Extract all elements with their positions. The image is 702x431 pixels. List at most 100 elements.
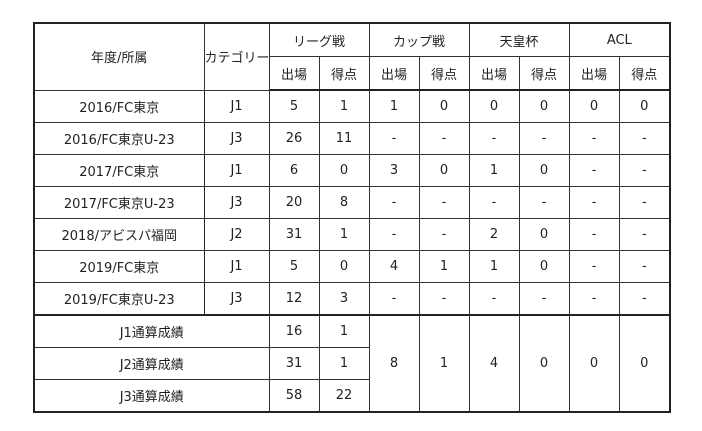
stat-cell: -	[518, 122, 570, 155]
stat-cell: -	[368, 122, 420, 155]
year-club-cell: 2017/FC東京U-23	[33, 186, 205, 219]
subheader-row: 出場 得点 出場 得点 出場 得点 出場 得点	[34, 56, 671, 91]
stat-cell: -	[518, 186, 570, 219]
stat-cell: 0	[518, 89, 570, 123]
stat-cell: -	[618, 218, 671, 251]
category-cell: J1	[203, 89, 270, 123]
subheader-apps: 出場	[468, 56, 520, 91]
stat-cell: 6	[268, 154, 320, 187]
year-club-cell: 2017/FC東京	[33, 154, 205, 187]
category-cell: J3	[203, 186, 270, 219]
stat-cell: 2	[468, 218, 520, 251]
stat-cell: -	[618, 250, 671, 283]
category-cell: J2	[203, 218, 270, 251]
stat-cell: 1	[468, 250, 520, 283]
stat-cell: -	[418, 122, 470, 155]
stat-cell: -	[368, 282, 420, 316]
table-row: 2016/FC東京U-23 J3 26 11- - - - - -	[33, 122, 671, 155]
stat-cell: -	[618, 154, 671, 187]
stat-cell: -	[568, 186, 620, 219]
stat-cell: -	[418, 218, 470, 251]
stat-cell: 3	[318, 282, 370, 316]
stat-cell: -	[568, 282, 620, 316]
total-league-goals: 1	[318, 347, 370, 380]
header-category: カテゴリー	[203, 22, 270, 91]
stat-cell: 5	[268, 89, 320, 123]
category-cell: J1	[203, 154, 270, 187]
total-shared-cell: 1	[418, 314, 470, 413]
subheader-goals: 得点	[318, 56, 370, 91]
stat-cell: 12	[268, 282, 320, 316]
stat-cell: -	[568, 218, 620, 251]
subheader-apps: 出場	[268, 56, 320, 91]
stat-cell: -	[468, 186, 520, 219]
total-row: J3通算成績 58 22	[33, 379, 670, 413]
stat-cell: 0	[418, 154, 470, 187]
total-league-goals: 22	[318, 379, 370, 413]
stat-cell: -	[368, 218, 420, 251]
stat-cell: 1	[418, 250, 470, 283]
stat-cell: 0	[518, 154, 570, 187]
stat-cell: -	[568, 122, 620, 155]
total-league-apps: 31	[268, 347, 320, 380]
year-club-cell: 2018/アビスパ福岡	[33, 218, 205, 251]
stat-cell: 5	[268, 250, 320, 283]
table-row: 2017/FC東京U-23 J3 20 8- - - - - -	[33, 186, 671, 219]
category-cell: J3	[203, 122, 270, 155]
stat-cell: 0	[318, 154, 370, 187]
year-club-cell: 2019/FC東京U-23	[33, 282, 205, 316]
subheader-apps: 出場	[568, 56, 620, 91]
stat-cell: 1	[468, 154, 520, 187]
stat-cell: 3	[368, 154, 420, 187]
stat-cell: -	[468, 282, 520, 316]
header-acl: ACL	[568, 22, 671, 57]
subheader-goals: 得点	[618, 56, 671, 91]
header-emperors-cup: 天皇杯	[468, 22, 570, 57]
stat-cell: -	[618, 282, 671, 316]
total-league-goals: 1	[318, 314, 370, 348]
table-row: 2016/FC東京 J1 5 1 1 0 0 0 0 0	[33, 89, 671, 123]
table-row: 2018/アビスパ福岡 J2 31 1- -2 0- -	[33, 218, 671, 251]
total-shared-cell: 8	[368, 314, 420, 413]
stat-cell: -	[518, 282, 570, 316]
stat-cell: 4	[368, 250, 420, 283]
stat-cell: 0	[568, 89, 620, 123]
stat-cell: 0	[418, 89, 470, 123]
header-year-club: 年度/所属	[33, 22, 205, 91]
subheader-goals: 得点	[418, 56, 470, 91]
table-row: 2019/FC東京U-23 J3 12 3- - - - - -	[33, 282, 671, 316]
total-league-apps: 16	[268, 314, 320, 348]
stat-cell: 0	[518, 218, 570, 251]
stat-cell: 0	[518, 250, 570, 283]
total-label: J3通算成績	[33, 379, 270, 413]
category-cell: J1	[203, 250, 270, 283]
stat-cell: 1	[318, 218, 370, 251]
header-league: リーグ戦	[268, 22, 370, 57]
table-row: 2017/FC東京 J1 6 0 3 0 1 0- -	[33, 154, 671, 187]
stat-cell: 0	[618, 89, 671, 123]
header-row: 年度/所属 カテゴリー リーグ戦 カップ戦 天皇杯 ACL	[33, 22, 671, 91]
subheader-apps: 出場	[368, 56, 420, 91]
stat-cell: -	[568, 154, 620, 187]
header-cup: カップ戦	[368, 22, 470, 57]
stat-cell: -	[618, 186, 671, 219]
stat-cell: 31	[268, 218, 320, 251]
category-cell: J3	[203, 282, 270, 316]
stat-cell: 1	[368, 89, 420, 123]
total-label: J2通算成績	[33, 347, 270, 380]
year-club-cell: 2016/FC東京	[33, 89, 205, 123]
year-club-cell: 2019/FC東京	[33, 250, 205, 283]
stat-cell: 26	[268, 122, 320, 155]
stat-cell: 20	[268, 186, 320, 219]
total-shared-cell: 0	[568, 314, 620, 413]
stat-cell: 0	[318, 250, 370, 283]
stat-cell: -	[568, 250, 620, 283]
total-shared-cell: 0	[518, 314, 570, 413]
stat-cell: -	[618, 122, 671, 155]
stats-table: 年度/所属 カテゴリー リーグ戦 カップ戦 天皇杯 ACL 出場 得点 出場 得点 出場…	[33, 22, 672, 413]
total-shared-cell: 4	[468, 314, 520, 413]
stat-cell: 8	[318, 186, 370, 219]
total-row: J2通算成績 31 1	[33, 347, 670, 380]
table-row: 2019/FC東京 J1 5 0 4 1 1 0- -	[33, 250, 671, 283]
stat-cell: -	[418, 186, 470, 219]
